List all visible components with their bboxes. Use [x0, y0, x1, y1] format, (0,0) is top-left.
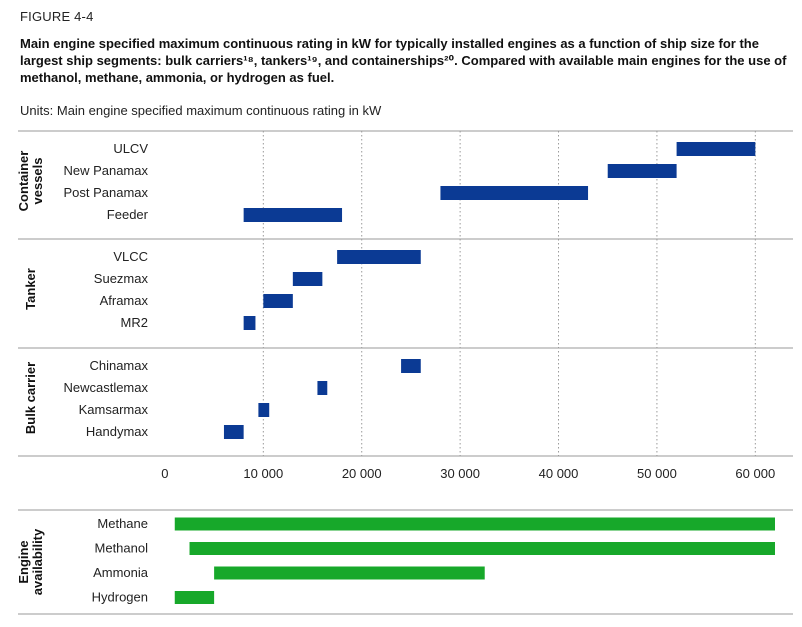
category-label-mr2: MR2 [121, 315, 148, 330]
figure-label: FIGURE 4-4 [20, 9, 94, 24]
bar-kamsarmax [258, 403, 270, 417]
group-label-line: Container [16, 151, 31, 212]
category-label-post-panamax: Post Panamax [63, 185, 148, 200]
gridlines [262, 131, 756, 456]
bar-aframax [263, 294, 293, 308]
bar-chinamax [401, 359, 421, 373]
x-tick-label: 40 000 [539, 466, 579, 481]
group-label-tanker: Tanker [23, 268, 38, 310]
group-label-container-vessels: Containervessels [16, 151, 45, 212]
category-label-ulcv: ULCV [113, 141, 148, 156]
units-prefix: Units: [20, 103, 54, 118]
x-tick-label: 10 000 [243, 466, 283, 481]
x-tick-label: 60 000 [735, 466, 775, 481]
engine-label-ammonia: Ammonia [93, 565, 149, 580]
category-label-feeder: Feeder [107, 207, 149, 222]
units-text: Main engine specified maximum continuous… [56, 103, 382, 118]
x-tick-label: 30 000 [440, 466, 480, 481]
bar-handymax [223, 425, 244, 439]
units-line: Units: Main engine specified maximum con… [20, 103, 381, 118]
engine-label-methanol: Methanol [95, 541, 149, 556]
bar-newcastlemax [317, 381, 328, 395]
engine-bar-hydrogen [174, 591, 215, 604]
engine-bar-ammonia [214, 566, 485, 580]
bar-mr2 [243, 316, 256, 330]
engine-label-hydrogen: Hydrogen [92, 590, 148, 605]
category-label-vlcc: VLCC [113, 249, 148, 264]
category-label-aframax: Aframax [100, 293, 149, 308]
category-label-new-panamax: New Panamax [63, 163, 148, 178]
bar-vlcc [337, 250, 421, 264]
category-label-newcastlemax: Newcastlemax [63, 380, 148, 395]
engine-label-methane: Methane [97, 516, 148, 531]
group-label-engine-availability: Engineavailability [16, 528, 45, 595]
figure-title: Main engine specified maximum continuous… [20, 36, 787, 85]
bar-new-panamax [607, 164, 677, 178]
x-tick-label: 0 [161, 466, 168, 481]
bar-post-panamax [440, 186, 589, 200]
group-label-line: Bulk carrier [23, 362, 38, 434]
group-label-line: Engine [16, 540, 31, 583]
category-label-kamsarmax: Kamsarmax [79, 402, 149, 417]
group-label-line: vessels [30, 158, 45, 205]
x-tick-label: 50 000 [637, 466, 677, 481]
engine-bar-methanol [189, 542, 775, 555]
bar-suezmax [292, 272, 323, 286]
category-label-handymax: Handymax [86, 424, 149, 439]
group-label-bulk-carrier: Bulk carrier [23, 362, 38, 434]
engine-bar-methane [174, 517, 775, 531]
x-tick-label: 20 000 [342, 466, 382, 481]
category-label-chinamax: Chinamax [89, 358, 148, 373]
bar-feeder [243, 208, 343, 222]
group-label-line: availability [30, 528, 45, 595]
group-label-line: Tanker [23, 268, 38, 310]
category-label-suezmax: Suezmax [94, 271, 149, 286]
bar-ulcv [676, 142, 756, 156]
